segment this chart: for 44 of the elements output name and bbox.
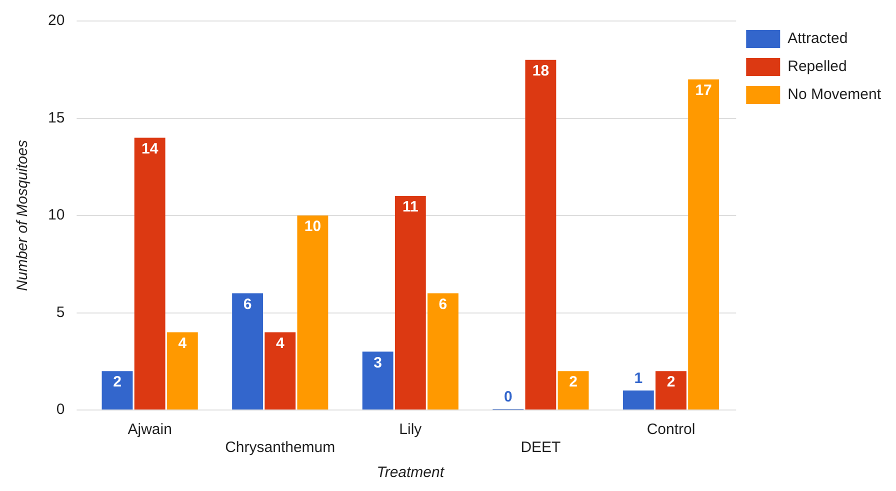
- legend-label: No Movement: [788, 86, 882, 104]
- x-tick-label: DEET: [520, 439, 561, 456]
- bar: [428, 293, 458, 410]
- data-label: 2: [569, 374, 578, 391]
- data-label: 4: [178, 334, 188, 352]
- data-label: 2: [666, 374, 676, 391]
- data-label: 3: [374, 354, 382, 372]
- y-tick-label: 10: [48, 206, 65, 224]
- bar: [264, 332, 296, 410]
- data-label: 6: [243, 296, 252, 313]
- bar: [297, 216, 328, 410]
- data-label: 18: [532, 62, 550, 80]
- bar: [525, 60, 556, 410]
- data-label: 10: [304, 218, 322, 236]
- data-label: 1: [634, 370, 643, 388]
- data-label: 11: [402, 198, 418, 216]
- bar: [622, 390, 654, 410]
- data-label: 17: [695, 82, 712, 99]
- y-tick-label: 20: [48, 12, 65, 30]
- y-axis-title: Number of Mosquitoes: [14, 140, 32, 291]
- data-label: 2: [113, 374, 122, 391]
- bar: [102, 371, 133, 410]
- y-tick-label: 5: [56, 304, 65, 321]
- data-label: 14: [141, 140, 159, 158]
- y-tick-label: 0: [56, 401, 65, 418]
- x-tick-label: Chrysanthemum: [225, 439, 336, 456]
- y-tick-label: 15: [48, 109, 65, 126]
- x-axis-title: Treatment: [376, 464, 445, 482]
- bar: [134, 138, 166, 410]
- bar: [688, 79, 720, 410]
- bar: [232, 293, 264, 410]
- data-label: 0: [504, 388, 512, 406]
- x-tick-label: Control: [646, 421, 696, 438]
- legend-label: Repelled: [788, 58, 847, 76]
- bar: [558, 371, 589, 410]
- data-label: 4: [276, 334, 285, 352]
- x-tick-label: Lily: [399, 421, 422, 438]
- bar: [394, 196, 426, 410]
- bar: [656, 371, 686, 410]
- bar: [362, 352, 394, 410]
- x-tick-label: Ajwain: [128, 421, 172, 438]
- data-label: 6: [438, 296, 448, 313]
- legend-label: Attracted: [788, 30, 848, 48]
- bar: [166, 332, 198, 410]
